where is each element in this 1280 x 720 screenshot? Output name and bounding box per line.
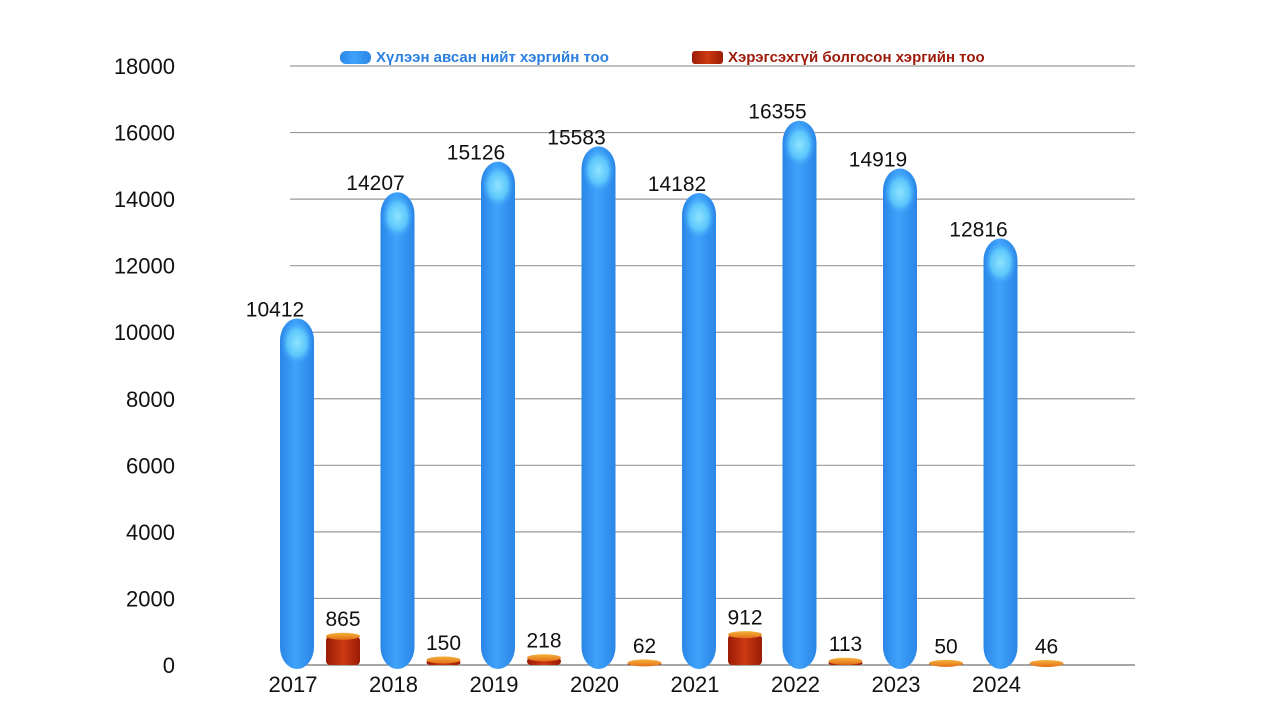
bar-total	[280, 318, 314, 669]
data-label-total: 14207	[346, 172, 404, 195]
data-label-total: 16355	[748, 101, 806, 124]
x-tick-label: 2018	[369, 672, 418, 697]
data-label-total: 14182	[648, 173, 706, 196]
bar-dismissed	[728, 631, 762, 665]
bar-total	[481, 161, 515, 670]
legend-swatch-total	[340, 51, 371, 64]
data-label-total: 12816	[949, 219, 1007, 242]
x-tick-label: 2021	[671, 672, 720, 697]
legend-swatch-dismissed	[692, 51, 723, 64]
y-tick-label: 0	[163, 653, 175, 678]
y-tick-label: 6000	[126, 453, 175, 478]
y-tick-label: 18000	[114, 54, 175, 79]
x-tick-label: 2020	[570, 672, 619, 697]
data-label-dismissed: 62	[633, 635, 656, 658]
x-tick-label: 2022	[771, 672, 820, 697]
bar-total	[782, 120, 817, 669]
y-tick-label: 4000	[126, 520, 175, 545]
x-tick-label: 2024	[972, 672, 1021, 697]
bar-dismissed	[326, 632, 360, 665]
legend-label-total: Хүлээн авсан нийт хэргийн тоо	[376, 49, 609, 66]
legend-item-total: Хүлээн авсан нийт хэргийн тоо	[340, 49, 609, 66]
data-label-total: 10412	[246, 299, 304, 322]
x-tick-label: 2023	[872, 672, 921, 697]
y-tick-label: 2000	[126, 586, 175, 611]
legend-label-dismissed: Хэрэгсэхгүй болгосон хэргийн тоо	[728, 49, 985, 66]
legend-item-dismissed: Хэрэгсэхгүй болгосон хэргийн тоо	[692, 49, 985, 66]
bar-dismissed	[426, 656, 461, 665]
legend: Хүлээн авсан нийт хэргийн тоо Хэрэгсэхгү…	[340, 49, 985, 66]
y-tick-label: 8000	[126, 387, 175, 412]
x-axis-ticks: 2017 2018 2019 2020 2021 2022 2023 2024	[269, 672, 1021, 697]
data-label-total: 15126	[447, 142, 505, 165]
data-label-dismissed: 218	[526, 630, 561, 653]
y-tick-label: 16000	[114, 121, 175, 146]
y-tick-label: 12000	[114, 254, 175, 279]
bar-dismissed	[627, 659, 662, 667]
data-label-dismissed: 46	[1035, 635, 1058, 658]
bar-total	[983, 238, 1018, 669]
bar-dismissed	[929, 659, 963, 667]
data-labels: 10412 865 14207 150 15126 218 15583 62 14182 912 1…	[246, 101, 1058, 659]
data-label-dismissed: 912	[727, 607, 762, 630]
data-label-total: 15583	[547, 126, 605, 149]
y-tick-label: 14000	[114, 187, 175, 212]
y-tick-label: 10000	[114, 320, 175, 345]
bar-total	[380, 192, 415, 670]
bar-total	[581, 146, 616, 670]
bar-dismissed	[1029, 659, 1064, 667]
x-tick-label: 2017	[269, 672, 318, 697]
data-label-dismissed: 150	[426, 632, 461, 655]
bar-dismissed	[828, 657, 863, 665]
x-tick-label: 2019	[470, 672, 519, 697]
bars	[280, 120, 1064, 670]
data-label-total: 14919	[849, 149, 907, 172]
data-label-dismissed: 50	[934, 635, 957, 658]
data-label-dismissed: 865	[325, 608, 360, 631]
bar-total	[682, 193, 716, 669]
bar-total	[883, 168, 917, 669]
bar-dismissed	[527, 654, 561, 665]
data-label-dismissed: 113	[829, 633, 862, 656]
y-axis-ticks: 0 2000 4000 6000 8000 10000 12000 14000 16000 180…	[114, 54, 175, 678]
